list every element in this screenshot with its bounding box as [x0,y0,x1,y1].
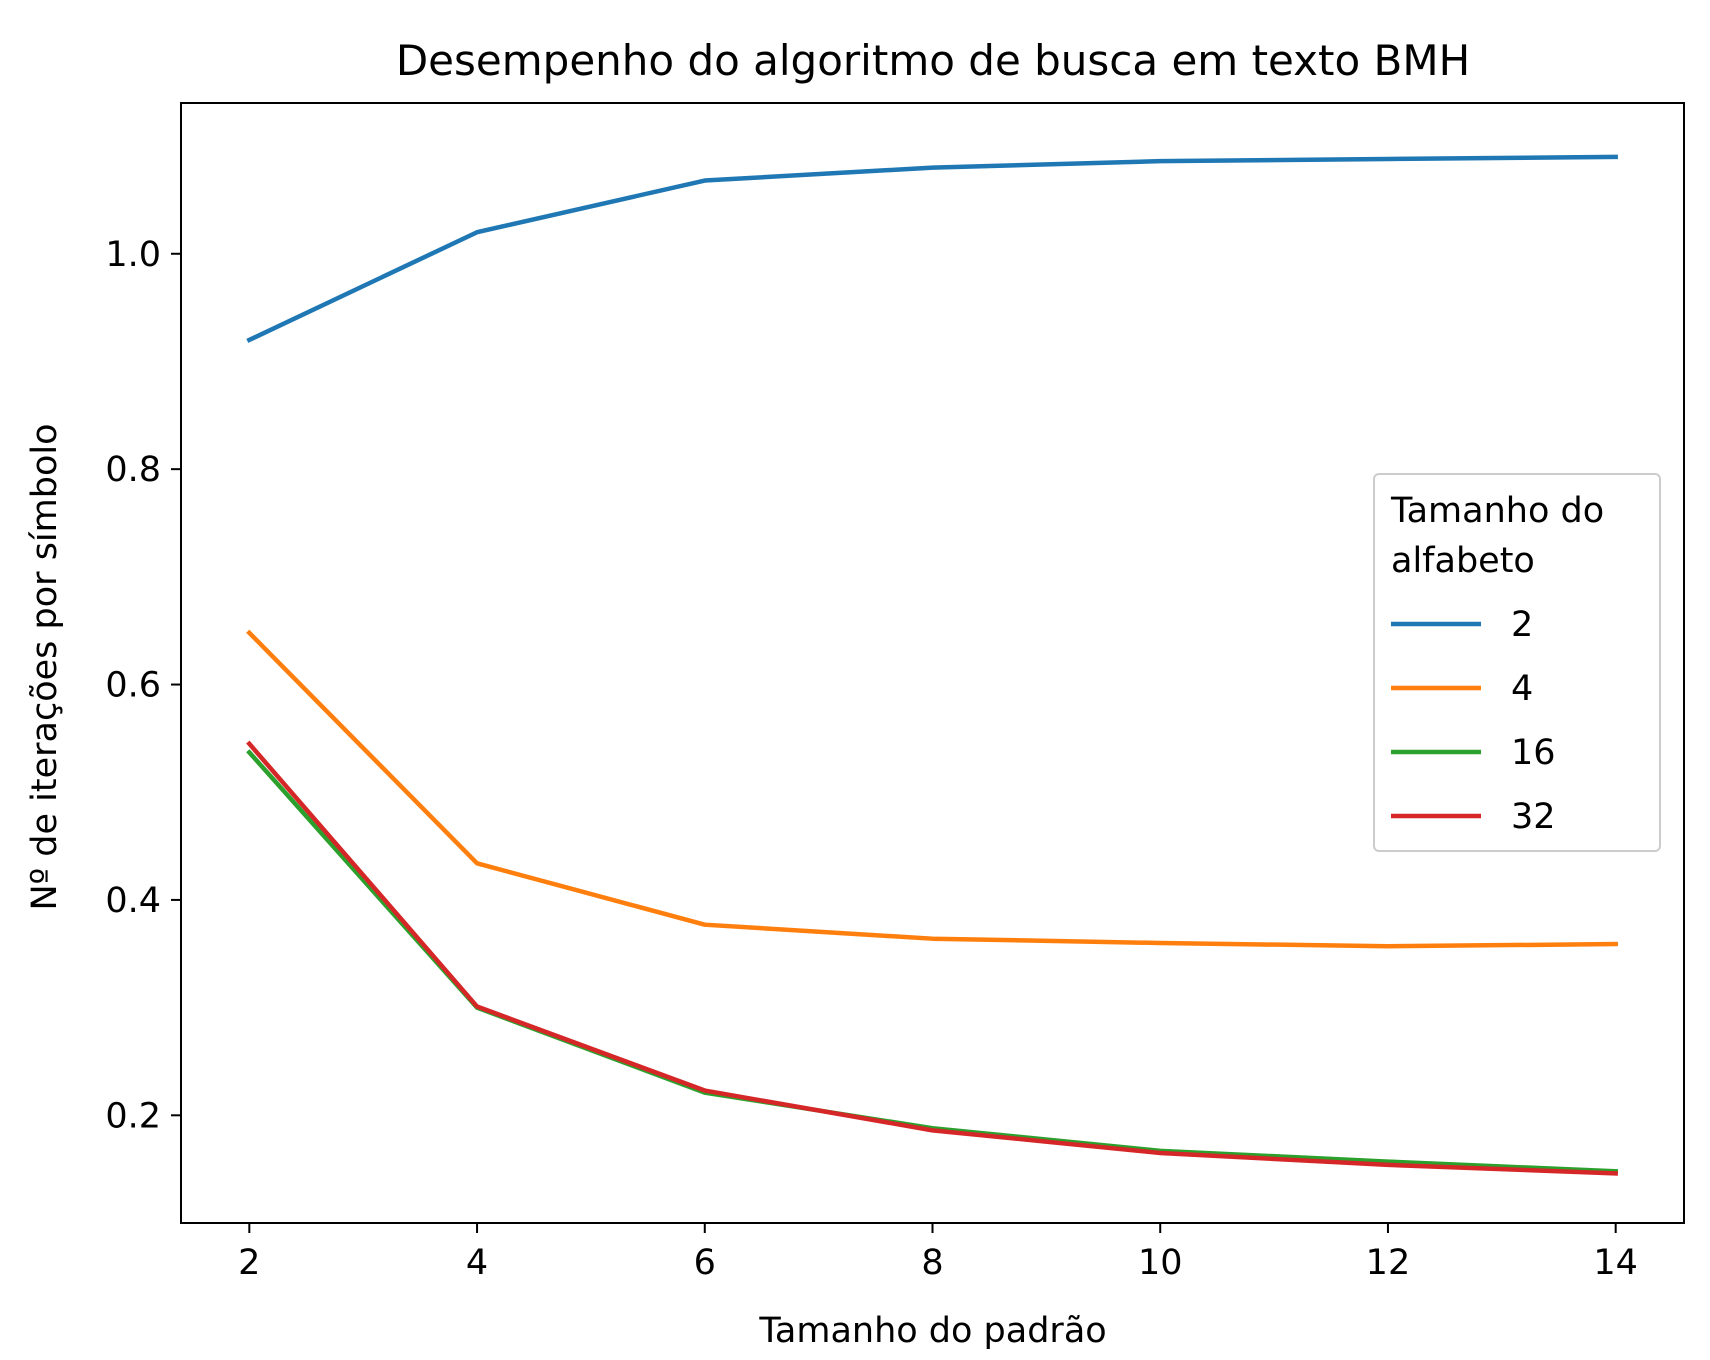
legend-frame [1373,473,1661,852]
y-axis-label: Nº de iterações por símbolo [25,423,65,910]
x-tick-label: 14 [1593,1243,1638,1283]
legend-label-4: 4 [1511,669,1533,709]
legend-label-32: 32 [1511,797,1556,837]
chart-title: Desempenho do algoritmo de busca em text… [396,36,1470,85]
legend: Tamanho do alfabeto 2 4 16 32 [1373,473,1661,852]
series-lines [246,154,1619,1176]
y-tick-label: 1.0 [105,235,161,275]
legend-title-line-1: Tamanho do [1390,491,1604,531]
series-line-32 [246,740,1619,1176]
series-line-2 [246,154,1618,343]
y-tick-label: 0.4 [105,881,161,921]
x-axis-label: Tamanho do padrão [758,1311,1106,1351]
axes-frame [180,102,1685,1224]
x-tick-label: 12 [1366,1243,1411,1283]
x-tick-label: 6 [694,1243,716,1283]
x-tick-label: 8 [921,1243,943,1283]
y-tick-label: 0.2 [105,1096,161,1136]
x-tick-label: 4 [466,1243,488,1283]
legend-label-16: 16 [1511,733,1556,773]
legend-title-line-2: alfabeto [1391,541,1535,581]
y-axis-ticks: 0.2 0.4 0.6 0.8 1.0 [105,235,181,1136]
x-axis-ticks: 2 4 6 8 10 12 14 [238,1223,1638,1283]
y-tick-label: 0.8 [105,450,161,490]
y-tick-label: 0.6 [105,666,161,706]
series-line-4 [246,629,1618,949]
legend-label-2: 2 [1511,605,1533,645]
legend-entries: 2 4 16 32 [1391,605,1556,837]
x-tick-label: 2 [238,1243,260,1283]
x-tick-label: 10 [1138,1243,1183,1283]
